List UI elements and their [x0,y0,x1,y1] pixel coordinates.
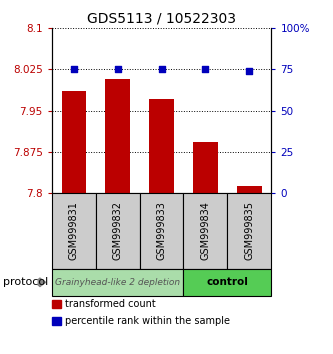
Text: GSM999832: GSM999832 [113,201,123,261]
Bar [106,79,130,193]
Text: control: control [206,277,248,287]
Text: GSM999834: GSM999834 [200,201,210,261]
Text: transformed count: transformed count [65,299,156,309]
Bar [193,142,217,193]
Bar [150,98,173,193]
Text: GSM999833: GSM999833 [157,201,166,261]
Point [247,68,252,74]
Point [203,67,208,72]
Text: GSM999831: GSM999831 [69,201,79,261]
Point [115,67,120,72]
Point [71,67,76,72]
Bar [62,91,86,193]
Text: protocol: protocol [3,277,49,287]
Bar [237,186,261,193]
Text: percentile rank within the sample: percentile rank within the sample [65,316,230,326]
Text: Grainyhead-like 2 depletion: Grainyhead-like 2 depletion [55,278,180,287]
Point [159,67,164,72]
Text: GSM999835: GSM999835 [244,201,254,261]
Title: GDS5113 / 10522303: GDS5113 / 10522303 [87,12,236,26]
